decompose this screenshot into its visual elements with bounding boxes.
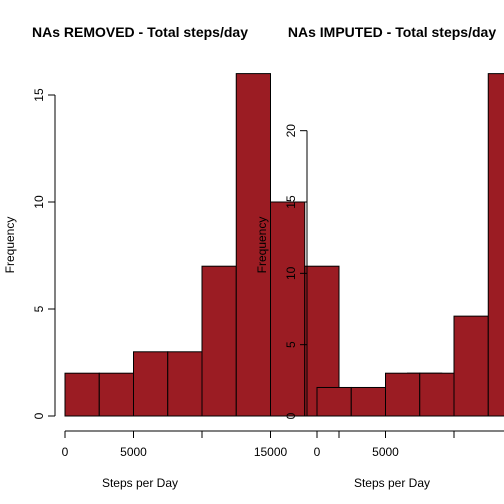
histogram-bar <box>270 201 306 417</box>
histogram-bar <box>235 73 271 417</box>
y-axis: 0 5 10 15 <box>32 88 56 419</box>
histogram-nas-imputed: NAs IMPUTED - Total steps/day Frequency … <box>255 24 504 490</box>
histogram-bar <box>64 372 100 417</box>
y-axis-title: Frequency <box>3 217 17 274</box>
chart-title: NAs REMOVED - Total steps/day <box>32 24 248 40</box>
x-tick-label: 0 <box>62 445 69 459</box>
y-tick-label: 10 <box>32 195 46 209</box>
histogram-nas-removed: NAs REMOVED - Total steps/day Frequency … <box>3 24 443 490</box>
y-tick-label: 5 <box>284 341 298 348</box>
histogram-bar <box>133 351 169 417</box>
y-axis-title: Frequency <box>255 217 269 274</box>
histogram-bar <box>453 315 489 417</box>
chart-title: NAs IMPUTED - Total steps/day <box>288 24 496 40</box>
y-tick-label: 15 <box>32 88 46 102</box>
histogram-bar <box>201 265 237 417</box>
histogram-bar <box>419 372 455 417</box>
histogram-bar <box>316 386 352 417</box>
histogram-bar <box>385 372 421 417</box>
y-axis: 0 5 10 15 20 <box>284 124 308 419</box>
bar-group <box>64 73 443 417</box>
x-axis-title: Steps per Day <box>354 476 430 490</box>
x-axis-title: Steps per Day <box>102 476 178 490</box>
x-tick-label: 5000 <box>372 445 399 459</box>
histogram-bar <box>487 73 504 417</box>
y-tick-label: 20 <box>284 124 298 138</box>
bar-group <box>316 73 504 417</box>
y-tick-label: 5 <box>32 305 46 312</box>
histogram-bar <box>98 372 134 417</box>
x-tick-label: 5000 <box>120 445 147 459</box>
histogram-bar <box>350 386 386 417</box>
histogram-bar <box>167 351 203 417</box>
y-tick-label: 10 <box>284 266 298 280</box>
y-tick-label: 0 <box>32 412 46 419</box>
y-tick-label: 15 <box>284 195 298 209</box>
x-tick-label: 0 <box>314 445 321 459</box>
x-tick-label: 15000 <box>254 445 288 459</box>
y-tick-label: 0 <box>284 412 298 419</box>
x-axis: 0 5000 15000 <box>62 430 340 459</box>
